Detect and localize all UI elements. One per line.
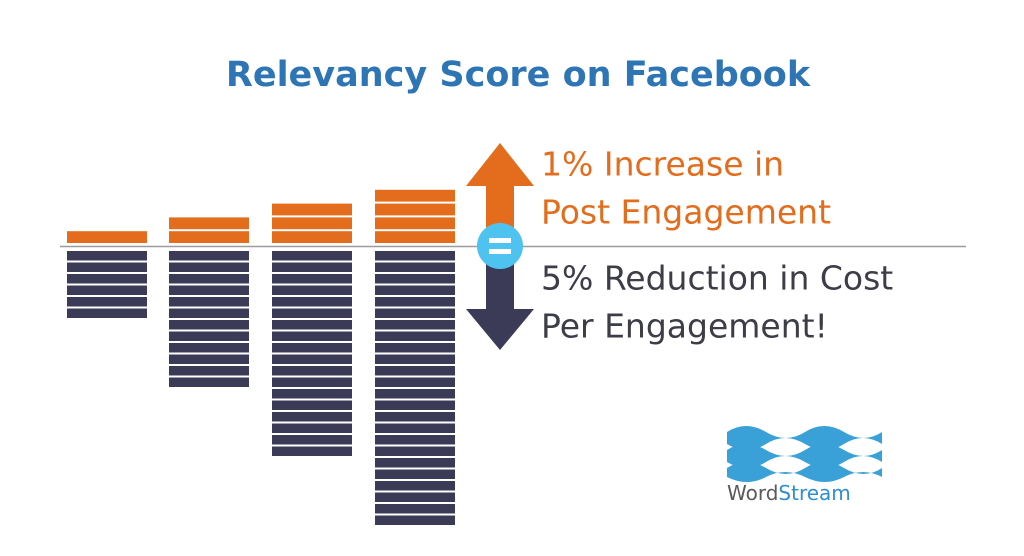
dark-stripe bbox=[375, 504, 455, 514]
down-arrow bbox=[466, 262, 534, 350]
dark-stripe bbox=[169, 274, 249, 284]
dark-stripe bbox=[272, 308, 352, 318]
dark-stripe bbox=[169, 331, 249, 341]
dark-stripe bbox=[67, 274, 147, 284]
dark-stripe bbox=[375, 343, 455, 353]
dark-stripe bbox=[375, 435, 455, 445]
orange-stripe bbox=[375, 231, 455, 243]
dark-stripe bbox=[375, 389, 455, 399]
dark-stripe bbox=[375, 446, 455, 456]
up-arrow bbox=[466, 143, 534, 232]
dark-stripe bbox=[375, 423, 455, 433]
dark-stripe bbox=[169, 320, 249, 330]
logo-wave bbox=[727, 444, 882, 468]
orange-stripe bbox=[375, 217, 455, 230]
dark-stripe bbox=[375, 377, 455, 387]
dark-stripe bbox=[169, 297, 249, 307]
dark-stripe bbox=[169, 343, 249, 353]
dark-stripe bbox=[375, 458, 455, 468]
dark-stripe bbox=[67, 285, 147, 295]
dark-stripe bbox=[375, 274, 455, 284]
orange-stripe bbox=[375, 189, 455, 202]
dark-stripe bbox=[272, 366, 352, 376]
stripe-columns bbox=[67, 189, 455, 525]
upper-message-line: 1% Increase in bbox=[541, 145, 784, 184]
orange-stripe bbox=[67, 231, 147, 243]
dark-stripe bbox=[67, 297, 147, 307]
dark-stripe bbox=[272, 285, 352, 295]
dark-stripe bbox=[272, 423, 352, 433]
dark-stripe bbox=[272, 297, 352, 307]
dark-stripe bbox=[375, 251, 455, 261]
logo: WordStream bbox=[727, 426, 882, 505]
slide-title: Relevancy Score on Facebook bbox=[226, 55, 811, 95]
logo-wave bbox=[727, 426, 882, 450]
dark-stripe bbox=[67, 262, 147, 272]
dark-stripe bbox=[375, 285, 455, 295]
dark-stripe bbox=[375, 262, 455, 272]
dark-stripe bbox=[272, 400, 352, 410]
dark-stripe bbox=[169, 377, 249, 387]
dark-stripe bbox=[169, 354, 249, 364]
orange-stripe bbox=[272, 231, 352, 243]
dark-stripe bbox=[67, 251, 147, 261]
dark-stripe bbox=[169, 308, 249, 318]
lower-message-line: Per Engagement! bbox=[541, 307, 828, 346]
dark-stripe bbox=[272, 412, 352, 422]
orange-stripe bbox=[169, 217, 249, 230]
logo-word: Word bbox=[727, 481, 778, 505]
equals-bar bbox=[489, 249, 511, 254]
dark-stripe bbox=[272, 354, 352, 364]
dark-stripe bbox=[272, 343, 352, 353]
dark-stripe bbox=[375, 400, 455, 410]
dark-stripe bbox=[375, 469, 455, 479]
dark-stripe bbox=[375, 366, 455, 376]
equals-circle bbox=[477, 223, 523, 269]
logo-stream: Stream bbox=[778, 481, 850, 505]
dark-stripe bbox=[375, 515, 455, 525]
dark-stripe bbox=[375, 320, 455, 330]
upper-message-line: Post Engagement bbox=[541, 193, 831, 232]
dark-stripe bbox=[169, 366, 249, 376]
orange-stripe bbox=[272, 217, 352, 230]
dark-stripe bbox=[272, 251, 352, 261]
dark-stripe bbox=[272, 377, 352, 387]
dark-stripe bbox=[375, 412, 455, 422]
equals-bar bbox=[489, 238, 511, 243]
logo-wave bbox=[727, 462, 882, 482]
lower-message-line: 5% Reduction in Cost bbox=[541, 259, 893, 298]
dark-stripe bbox=[272, 446, 352, 456]
dark-stripe bbox=[375, 481, 455, 491]
dark-stripe bbox=[375, 331, 455, 341]
dark-stripe bbox=[375, 492, 455, 502]
dark-stripe bbox=[375, 354, 455, 364]
dark-stripe bbox=[375, 308, 455, 318]
dark-stripe bbox=[169, 262, 249, 272]
orange-stripe bbox=[169, 231, 249, 243]
orange-stripe bbox=[375, 203, 455, 216]
dark-stripe bbox=[272, 389, 352, 399]
dark-stripe bbox=[169, 251, 249, 261]
dark-stripe bbox=[169, 285, 249, 295]
dark-stripe bbox=[272, 262, 352, 272]
dark-stripe bbox=[272, 331, 352, 341]
orange-stripe bbox=[272, 203, 352, 216]
dark-stripe bbox=[272, 435, 352, 445]
dark-stripe bbox=[375, 297, 455, 307]
dark-stripe bbox=[67, 308, 147, 318]
dark-stripe bbox=[272, 320, 352, 330]
dark-stripe bbox=[272, 274, 352, 284]
logo-text: WordStream bbox=[727, 481, 851, 505]
